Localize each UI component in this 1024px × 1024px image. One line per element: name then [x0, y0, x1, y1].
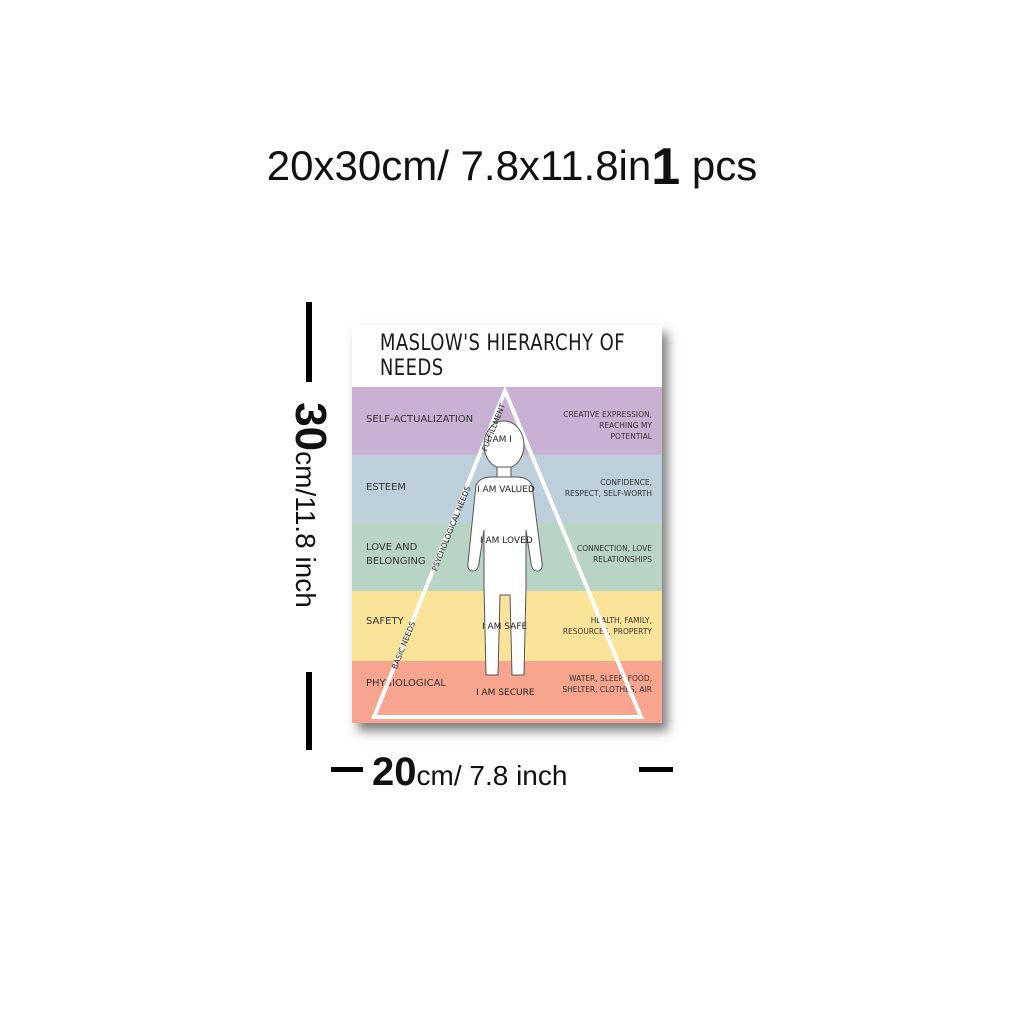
figure-label-secure: I AM SECURE	[476, 688, 535, 698]
level-description: CREATIVE EXPRESSION, REACHING MY POTENTI…	[563, 410, 652, 441]
size-heading: 20x30cm/ 7.8x11.8in1 pcs	[0, 136, 1024, 197]
figure-label-loved: I AM LOVED	[480, 536, 533, 546]
width-unit: cm/ 7.8 inch	[416, 760, 568, 791]
width-dimension-bar-right	[639, 767, 673, 772]
level-label: PHYSIOLOGICAL	[366, 678, 447, 689]
level-label: ESTEEM	[366, 482, 407, 493]
quantity-number: 1	[651, 138, 681, 196]
band-physiological: PHYSIOLOGICAL WATER, SLEEP, FOOD, SHELTE…	[352, 661, 662, 723]
size-text: 20x30cm/ 7.8x11.8in	[266, 142, 652, 189]
height-dimension-label: 30cm/11.8 inch	[286, 402, 335, 608]
level-label: LOVE AND BELONGING	[366, 542, 426, 567]
maslow-poster: MASLOW'S HIERARCHY OF NEEDS SELF-ACTUALI…	[352, 325, 662, 723]
level-label: SELF-ACTUALIZATION	[366, 414, 474, 425]
height-dimension-bar-bottom	[306, 672, 312, 750]
figure-label-safe: I AM SAFE	[482, 622, 528, 632]
quantity-unit: pcs	[691, 142, 758, 189]
height-dimension-bar-top	[306, 302, 312, 382]
width-dimension-label: 20cm/ 7.8 inch	[372, 750, 567, 795]
level-description: CONNECTION, LOVE RELATIONSHIPS	[577, 544, 652, 564]
child-silhouette-icon	[467, 420, 543, 676]
height-value: 30	[286, 402, 335, 452]
width-value: 20	[372, 750, 417, 794]
pyramid-figure-graphic	[371, 385, 645, 719]
level-description: CONFIDENCE, RESPECT, SELF-WORTH	[564, 478, 652, 498]
poster-title: MASLOW'S HIERARCHY OF NEEDS	[379, 331, 626, 381]
figure-label-i-am-i: I AM I	[487, 435, 512, 445]
level-label: SAFETY	[366, 616, 404, 627]
height-unit: cm/11.8 inch	[290, 451, 321, 608]
width-dimension-bar-left	[331, 767, 363, 772]
level-description: WATER, SLEEP, FOOD, SHELTER, CLOTHES, AI…	[562, 674, 652, 694]
figure-label-valued: I AM VALUED	[477, 485, 535, 495]
band-safety: SAFETY HEALTH, FAMILY, RESOURCES, PROPER…	[352, 591, 662, 661]
pyramid-triangle	[371, 385, 645, 719]
